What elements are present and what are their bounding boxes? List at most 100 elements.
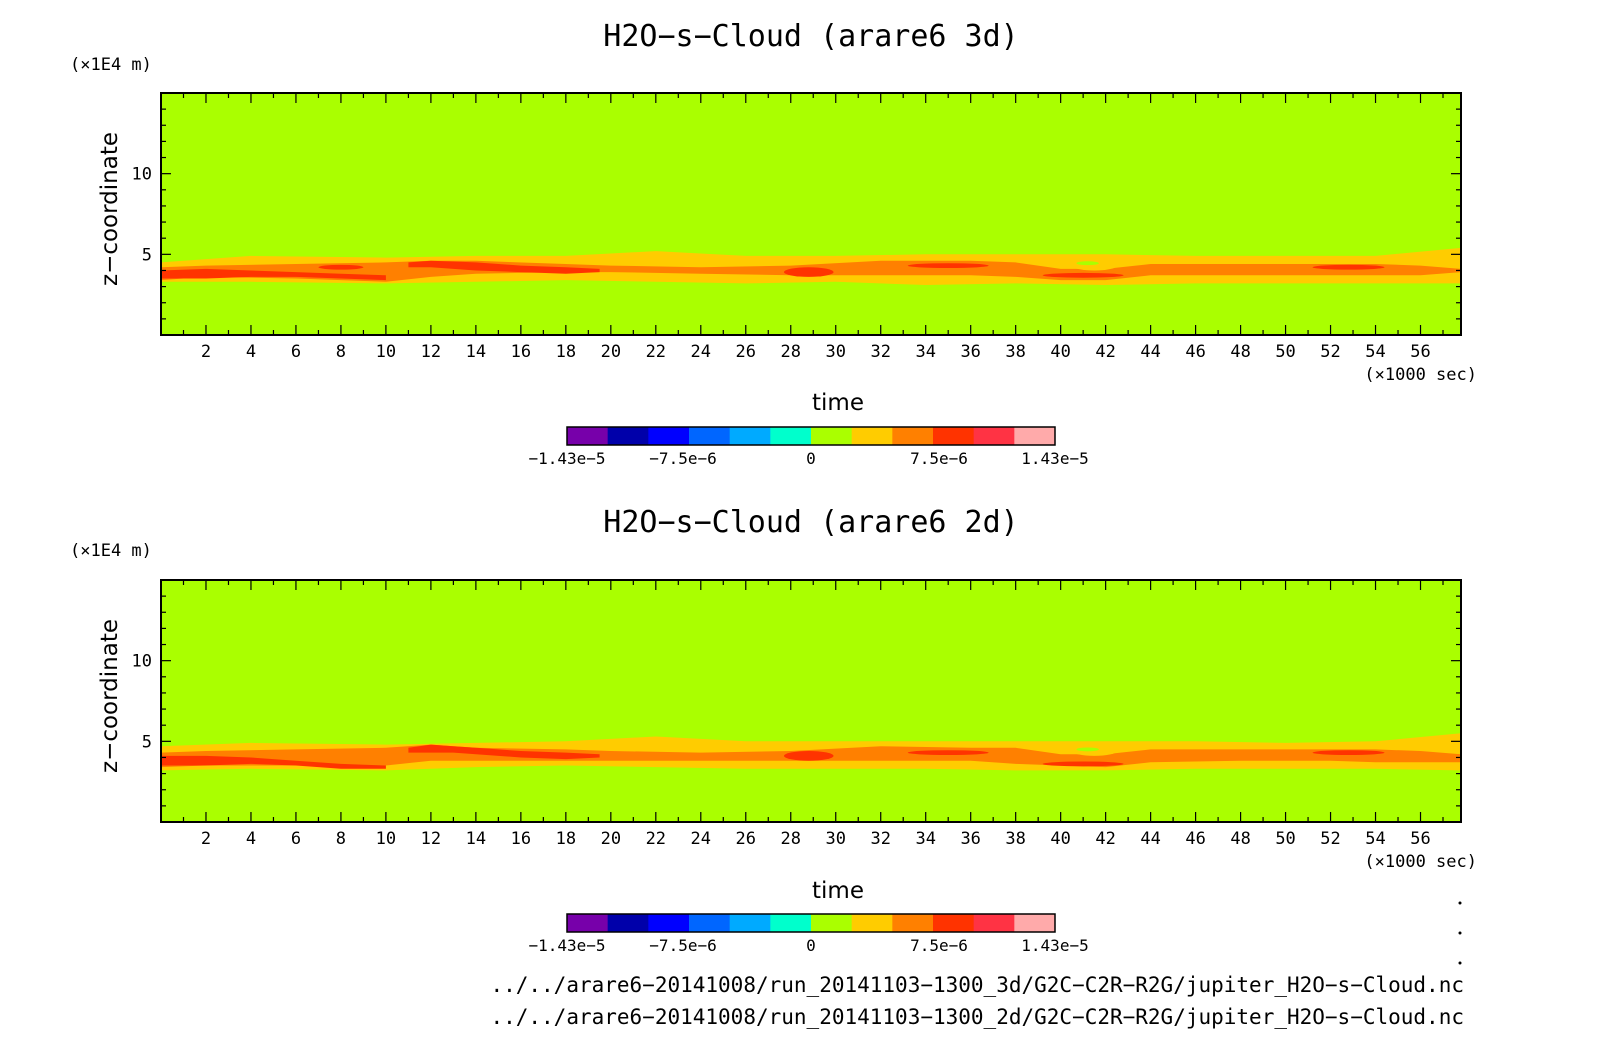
plot-frame (160, 579, 1462, 823)
contour-band-level-3 (161, 268, 386, 281)
y-axis-unit: (×1E4 m) (70, 541, 152, 561)
x-tick-label: 24 (691, 342, 711, 362)
colorbar-label: −1.43e−5 (528, 449, 605, 468)
colorbar-swatch (851, 427, 893, 445)
y-tick-label: 10 (132, 652, 152, 672)
x-tick-label: 18 (556, 829, 576, 849)
contour-spot-level-3 (1042, 761, 1124, 767)
x-tick-label: 18 (556, 342, 576, 362)
x-tick-label: 46 (1185, 829, 1205, 849)
y-tick-label: 5 (142, 732, 152, 752)
colorbar-swatch (648, 914, 690, 932)
contour-spot-level-0 (1076, 261, 1099, 266)
x-tick-label: 6 (291, 342, 301, 362)
x-tick-label: 16 (511, 342, 531, 362)
colorbar-swatch (729, 914, 771, 932)
colorbar-swatch (689, 914, 731, 932)
colorbar-swatch (648, 427, 690, 445)
x-tick-label: 38 (1005, 829, 1025, 849)
colorbar-label: 0 (806, 449, 816, 468)
colorbar-label: 1.43e−5 (1021, 449, 1088, 468)
x-axis-label: time (812, 878, 864, 904)
contour-layer (161, 247, 1461, 285)
contour-spot-level-3 (1312, 750, 1385, 756)
x-tick-label: 54 (1365, 829, 1385, 849)
colorbar-label: −1.43e−5 (528, 936, 605, 955)
colorbar-swatch (933, 914, 975, 932)
contour-spot-level-3 (318, 264, 364, 270)
colorbar-swatch (811, 427, 853, 445)
panels: H2O−s−Cloud (arare6 3d)(×1E4 m)2 4 6 8 10 12 1… (70, 19, 1477, 955)
colorbar-swatch (607, 427, 649, 445)
contour-spot-level-3 (907, 750, 989, 756)
file-path-2d: ../../arare6−20141008/run_20141103−1300_… (490, 1005, 1464, 1029)
colorbar-label: 0 (806, 936, 816, 955)
x-tick-label: 20 (601, 829, 621, 849)
x-tick-label: 22 (646, 342, 666, 362)
x-tick-label: 16 (511, 829, 531, 849)
plot-background (161, 580, 1461, 822)
colorbar-label: −7.5e−6 (649, 449, 716, 468)
x-tick-label: 14 (466, 829, 486, 849)
x-tick-label: 10 (376, 342, 396, 362)
x-tick-label: 40 (1050, 342, 1070, 362)
x-axis-unit: (×1000 sec) (1364, 852, 1477, 872)
x-tick-label: 42 (1095, 829, 1115, 849)
x-tick-label: 52 (1320, 829, 1340, 849)
plot-frame (160, 92, 1462, 336)
x-tick-label: 12 (421, 342, 441, 362)
x-tick-label: 10 (376, 829, 396, 849)
colorbar-label: 1.43e−5 (1021, 936, 1088, 955)
colorbar-swatch (567, 914, 609, 932)
x-tick-label: 40 (1050, 829, 1070, 849)
x-tick-label: 28 (781, 342, 801, 362)
colorbar: −1.43e−5 −7.5e−6 0 7.5e−6 1.43e−5 (528, 913, 1089, 955)
chart-panel-2d: H2O−s−Cloud (arare6 2d)(×1E4 m)2 4 6 8 10 12 1… (70, 505, 1477, 955)
x-tick-label: 56 (1410, 342, 1430, 362)
contour-spot-level-3 (1312, 264, 1385, 270)
x-axis-label: time (812, 390, 864, 416)
x-tick-label: 22 (646, 829, 666, 849)
x-tick-label: 36 (960, 342, 980, 362)
x-tick-label: 50 (1275, 342, 1295, 362)
contour-spot-level-3 (907, 263, 989, 269)
file-path-3d: ../../arare6−20141008/run_20141103−1300_… (490, 973, 1464, 997)
colorbar-swatch (607, 914, 649, 932)
colorbar-label: 7.5e−6 (910, 936, 968, 955)
contour-band-level-3 (408, 260, 600, 274)
contour-spot-level-3 (784, 751, 834, 761)
x-tick-label: 48 (1230, 342, 1250, 362)
y-tick-label: 10 (132, 165, 152, 185)
colorbar-swatch (729, 427, 771, 445)
y-axis-unit: (×1E4 m) (70, 55, 152, 75)
colorbar-frame (566, 426, 1056, 446)
plot-background (161, 93, 1461, 335)
x-tick-label: 20 (601, 342, 621, 362)
colorbar-swatch (892, 914, 934, 932)
colorbar-swatch (770, 427, 812, 445)
colorbar-swatch (567, 427, 609, 445)
x-tick-label: 14 (466, 342, 486, 362)
x-tick-label: 2 (201, 342, 211, 362)
colorbar-frame (566, 913, 1056, 933)
x-tick-label: 8 (336, 829, 346, 849)
contour-spot-level-3 (1042, 272, 1124, 278)
x-tick-label: 50 (1275, 829, 1295, 849)
chart-panel-3d: H2O−s−Cloud (arare6 3d)(×1E4 m)2 4 6 8 10 12 1… (70, 19, 1477, 468)
y-axis-label: z−coordinate (97, 132, 123, 286)
x-tick-label: 26 (736, 829, 756, 849)
x-axis-unit: (×1000 sec) (1364, 365, 1477, 385)
x-tick-label: 34 (915, 829, 935, 849)
colorbar-swatch (973, 914, 1015, 932)
x-tick-label: 28 (781, 829, 801, 849)
colorbar-swatch (1014, 427, 1056, 445)
x-tick-label: 56 (1410, 829, 1430, 849)
colorbar: −1.43e−5 −7.5e−6 0 7.5e−6 1.43e−5 (528, 426, 1089, 468)
x-tick-label: 42 (1095, 342, 1115, 362)
x-tick-label: 54 (1365, 342, 1385, 362)
stray-dot (1458, 901, 1462, 905)
colorbar-swatch (851, 914, 893, 932)
chart-title: H2O−s−Cloud (arare6 2d) (603, 505, 1018, 540)
x-tick-label: 2 (201, 829, 211, 849)
chart-title: H2O−s−Cloud (arare6 3d) (603, 19, 1018, 54)
